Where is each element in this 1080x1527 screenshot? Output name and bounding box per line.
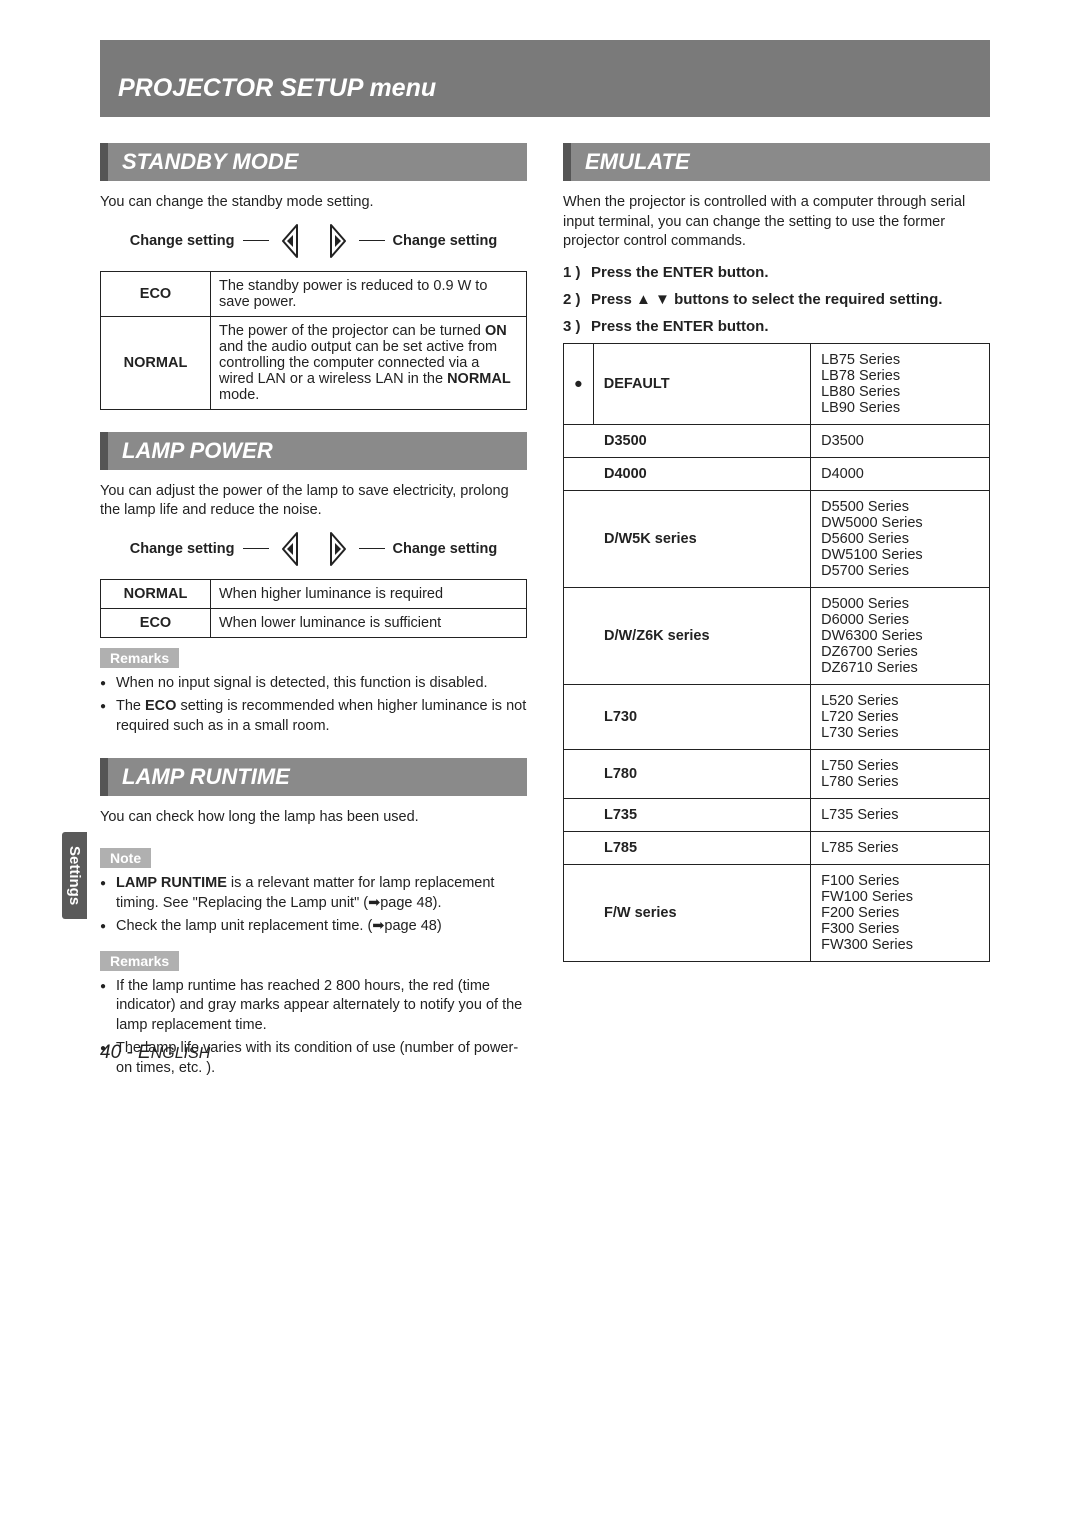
note-tag: Note xyxy=(100,848,151,868)
heading-lamp-power: LAMP POWER xyxy=(100,432,527,470)
emu-name: D/W/Z6K series xyxy=(564,587,811,684)
emulate-steps: 1 )Press the ENTER button. 2 )Press ▲ ▼ … xyxy=(563,262,990,337)
remarks-tag: Remarks xyxy=(100,951,179,971)
line-decor xyxy=(359,548,385,549)
page-title: PROJECTOR SETUP menu xyxy=(100,40,990,117)
emu-val: F100 SeriesFW100 SeriesF200 SeriesF300 S… xyxy=(811,864,990,961)
emulate-intro: When the projector is controlled with a … xyxy=(563,193,990,252)
lamp-runtime-notes: LAMP RUNTIME is a relevant matter for la… xyxy=(100,874,527,937)
default-dot-icon: ● xyxy=(564,343,594,424)
table-row: L785L785 Series xyxy=(564,831,990,864)
arrow-left-icon xyxy=(277,223,305,259)
left-column: STANDBY MODE You can change the standby … xyxy=(100,143,527,1082)
emu-name: DEFAULT xyxy=(593,343,810,424)
line-decor xyxy=(243,240,269,241)
standby-change-row: Change setting Change setting xyxy=(100,223,527,259)
table-row: D/W/Z6K seriesD5000 SeriesD6000 SeriesDW… xyxy=(564,587,990,684)
table-row: L735L735 Series xyxy=(564,798,990,831)
table-row: D4000D4000 xyxy=(564,457,990,490)
table-row: L730L520 SeriesL720 SeriesL730 Series xyxy=(564,684,990,749)
emu-val: D5500 SeriesDW5000 SeriesD5600 SeriesDW5… xyxy=(811,490,990,587)
lp-normal-name: NORMAL xyxy=(101,579,211,608)
standby-table: ECO The standby power is reduced to 0.9 … xyxy=(100,271,527,410)
lamp-power-table: NORMAL When higher luminance is required… xyxy=(100,579,527,638)
lp-eco-name: ECO xyxy=(101,608,211,637)
emu-name: F/W series xyxy=(564,864,811,961)
change-right-label: Change setting xyxy=(393,541,498,557)
emu-name: D3500 xyxy=(564,424,811,457)
line-decor xyxy=(359,240,385,241)
table-row: ECO The standby power is reduced to 0.9 … xyxy=(101,271,527,316)
table-row: F/W seriesF100 SeriesFW100 SeriesF200 Se… xyxy=(564,864,990,961)
list-item: The ECO setting is recommended when high… xyxy=(100,697,527,736)
table-row: ●DEFAULTLB75 SeriesLB78 SeriesLB80 Serie… xyxy=(564,343,990,424)
list-item: When no input signal is detected, this f… xyxy=(100,674,527,694)
emu-val: L750 SeriesL780 Series xyxy=(811,749,990,798)
emu-val: D3500 xyxy=(811,424,990,457)
change-left-label: Change setting xyxy=(130,233,235,249)
table-row: D3500D3500 xyxy=(564,424,990,457)
remarks-tag: Remarks xyxy=(100,648,179,668)
standby-intro: You can change the standby mode setting. xyxy=(100,193,527,213)
right-column: EMULATE When the projector is controlled… xyxy=(563,143,990,1082)
emu-name: L785 xyxy=(564,831,811,864)
line-decor xyxy=(243,548,269,549)
emu-val: L520 SeriesL720 SeriesL730 Series xyxy=(811,684,990,749)
list-item: LAMP RUNTIME is a relevant matter for la… xyxy=(100,874,527,913)
page-number: 40 - xyxy=(100,1042,133,1063)
standby-normal-name: NORMAL xyxy=(101,316,211,409)
lamp-runtime-intro: You can check how long the lamp has been… xyxy=(100,808,527,828)
change-right-label: Change setting xyxy=(393,233,498,249)
standby-eco-desc: The standby power is reduced to 0.9 W to… xyxy=(211,271,527,316)
emu-val: L735 Series xyxy=(811,798,990,831)
page: PROJECTOR SETUP menu STANDBY MODE You ca… xyxy=(0,0,1080,1122)
arrow-right-icon xyxy=(323,223,351,259)
emu-val: D5000 SeriesD6000 SeriesDW6300 SeriesDZ6… xyxy=(811,587,990,684)
table-row: NORMAL The power of the projector can be… xyxy=(101,316,527,409)
table-row: D/W5K seriesD5500 SeriesDW5000 SeriesD56… xyxy=(564,490,990,587)
lp-normal-desc: When higher luminance is required xyxy=(211,579,527,608)
table-row: NORMAL When higher luminance is required xyxy=(101,579,527,608)
table-row: L780L750 SeriesL780 Series xyxy=(564,749,990,798)
heading-lamp-runtime: LAMP RUNTIME xyxy=(100,758,527,796)
footer-language: ENGLISH xyxy=(138,1042,210,1063)
lamp-power-remarks: When no input signal is detected, this f… xyxy=(100,674,527,737)
emu-val: L785 Series xyxy=(811,831,990,864)
step-1: 1 )Press the ENTER button. xyxy=(563,262,990,283)
standby-normal-desc: The power of the projector can be turned… xyxy=(211,316,527,409)
step-3: 3 )Press the ENTER button. xyxy=(563,316,990,337)
table-row: ECO When lower luminance is sufficient xyxy=(101,608,527,637)
heading-standby: STANDBY MODE xyxy=(100,143,527,181)
heading-emulate: EMULATE xyxy=(563,143,990,181)
page-footer: 40 - ENGLISH xyxy=(100,1042,210,1064)
emu-name: D/W5K series xyxy=(564,490,811,587)
list-item: Check the lamp unit replacement time. (➡… xyxy=(100,917,527,937)
lamp-change-row: Change setting Change setting xyxy=(100,531,527,567)
lp-eco-desc: When lower luminance is sufficient xyxy=(211,608,527,637)
emu-name: L780 xyxy=(564,749,811,798)
arrow-right-icon xyxy=(323,531,351,567)
step-2: 2 )Press ▲ ▼ buttons to select the requi… xyxy=(563,289,990,310)
standby-eco-name: ECO xyxy=(101,271,211,316)
change-left-label: Change setting xyxy=(130,541,235,557)
emulate-table: ●DEFAULTLB75 SeriesLB78 SeriesLB80 Serie… xyxy=(563,343,990,962)
emu-val: LB75 SeriesLB78 SeriesLB80 SeriesLB90 Se… xyxy=(811,343,990,424)
emu-val: D4000 xyxy=(811,457,990,490)
emu-name: L730 xyxy=(564,684,811,749)
lamp-power-intro: You can adjust the power of the lamp to … xyxy=(100,482,527,521)
emu-name: D4000 xyxy=(564,457,811,490)
emu-name: L735 xyxy=(564,798,811,831)
arrow-left-icon xyxy=(277,531,305,567)
list-item: If the lamp runtime has reached 2 800 ho… xyxy=(100,977,527,1036)
